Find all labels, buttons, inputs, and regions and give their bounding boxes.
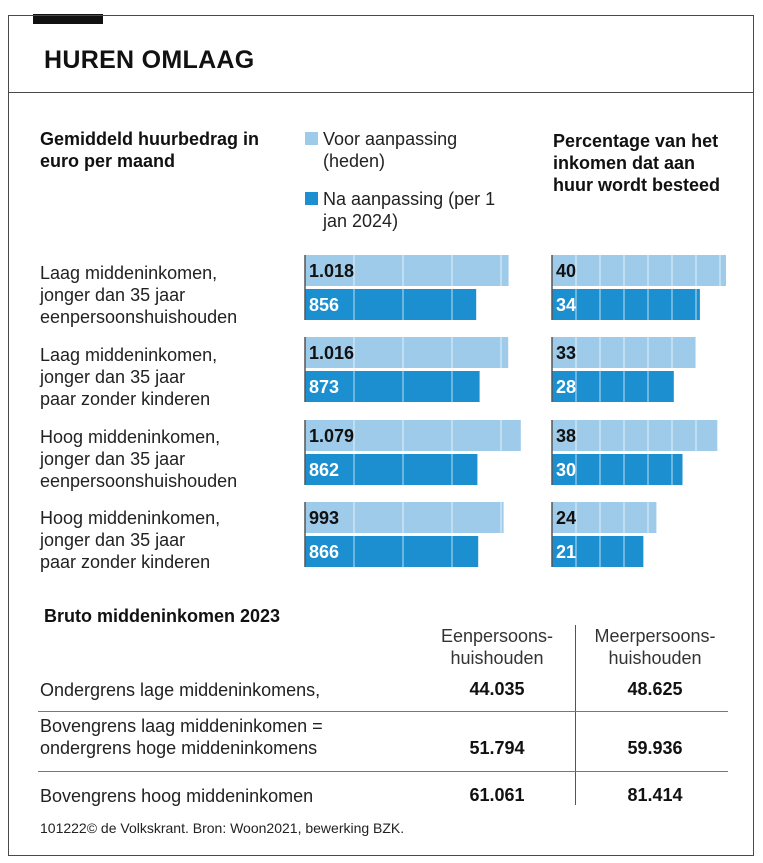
table-row-label-2: Bovengrens laag middeninkomen = ondergre… [40,716,323,758]
table-value-3-single: 61.061 [469,785,525,805]
table-value-3-multi: 81.414 [627,785,683,805]
rent-label-after-4: 866 [309,542,339,562]
row-label-3: Hoog middeninkomen, jonger dan 35 jaar e… [40,426,300,492]
row-label-line: Hoog middeninkomen, [40,508,221,528]
row-label-line: paar zonder kinderen [40,552,211,572]
table-value-1-single: 44.035 [469,679,525,699]
table-title: Bruto middeninkomen 2023 [44,606,281,626]
row-label-2: Laag middeninkomen, jonger dan 35 jaar p… [40,344,300,410]
table-rule [38,711,728,712]
percent-label-after-4: 21 [556,542,576,562]
rent-bar-before-2 [305,337,509,368]
row-label-line: jonger dan 35 jaar [40,367,186,387]
rent-bar-after-1 [305,289,477,320]
row-label-line: paar zonder kinderen [40,389,211,409]
rent-label-before-1: 1.018 [309,261,354,281]
percent-bar-before-4 [552,502,657,533]
rent-label-before-3: 1.079 [309,426,354,446]
row-label-line: Hoog middeninkomen, [40,427,221,447]
rent-bar-before-4 [305,502,504,533]
percent-bar-after-3 [552,454,683,485]
percent-bar-after-1 [552,289,700,320]
row-label-4: Hoog middeninkomen, jonger dan 35 jaar p… [40,507,300,573]
top-accent-bar [33,14,103,24]
rent-label-before-2: 1.016 [309,343,354,363]
table-row-label-1: Ondergrens lage middeninkomens, [40,680,321,700]
legend-swatch-before [305,132,318,145]
rent-label-before-4: 993 [309,508,339,528]
table-value-2-single: 51.794 [469,738,525,758]
percent-label-before-1: 40 [556,261,576,281]
row-label-line: jonger dan 35 jaar [40,530,186,550]
rent-label-after-3: 862 [309,460,339,480]
percent-label-after-3: 30 [556,460,576,480]
legend-label-after: Na aanpassing (per 1 jan 2024) [323,189,496,231]
rent-bar-after-2 [305,371,480,402]
percent-label-before-3: 38 [556,426,576,446]
percent-bar-before-3 [552,420,718,451]
rent-bar-after-3 [305,454,478,485]
legend-swatch-after [305,192,318,205]
row-label-line: eenpersoonshuishouden [40,307,238,327]
right-chart-header: Percentage van het inkomen dat aan huur … [553,131,721,195]
row-label-line: jonger dan 35 jaar [40,285,186,305]
legend-item-after: Na aanpassing (per 1 jan 2024) [305,188,503,232]
rent-bar-before-3 [305,420,521,451]
table-col-header-single: Eenpersoons-huishouden [440,626,554,668]
bar-charts: 1.018 1.016 1.079 993 856 873 862 866 40 33 38 24 34… [304,255,726,567]
percent-bar-before-1 [552,255,726,286]
row-label-line: Laag middeninkomen, [40,263,218,283]
left-chart-header: Gemiddeld huurbedrag in euro per maand [40,129,260,171]
source-footer: 101222© de Volkskrant. Bron: Woon2021, b… [40,820,405,836]
row-label-line: jonger dan 35 jaar [40,449,186,469]
table-value-2-multi: 59.936 [627,738,683,758]
title-divider [8,92,754,93]
percent-label-after-1: 34 [556,295,576,315]
legend-item-before: Voor aanpassing (heden) [305,128,503,172]
table-rule [38,771,728,772]
percent-label-before-4: 24 [556,508,576,528]
rent-bar-before-1 [305,255,509,286]
percent-bar-after-4 [552,536,644,567]
table-column-divider [575,625,576,805]
rent-bar-after-4 [305,536,479,567]
page-title: HUREN OMLAAG [44,46,255,74]
row-label-line: eenpersoonshuishouden [40,471,238,491]
percent-bar-after-2 [552,371,674,402]
legend-label-before: Voor aanpassing (heden) [323,129,458,171]
table-value-1-multi: 48.625 [627,679,683,699]
rent-label-after-2: 873 [309,377,339,397]
percent-label-before-2: 33 [556,343,576,363]
rent-label-after-1: 856 [309,295,339,315]
table-col-header-multi: Meerpersoons-huishouden [594,626,716,668]
row-label-1: Laag middeninkomen, jonger dan 35 jaar e… [40,262,300,328]
frame [8,15,754,856]
table-row-label-3: Bovengrens hoog middeninkomen [40,786,314,806]
row-label-line: Laag middeninkomen, [40,345,218,365]
percent-label-after-2: 28 [556,377,576,397]
